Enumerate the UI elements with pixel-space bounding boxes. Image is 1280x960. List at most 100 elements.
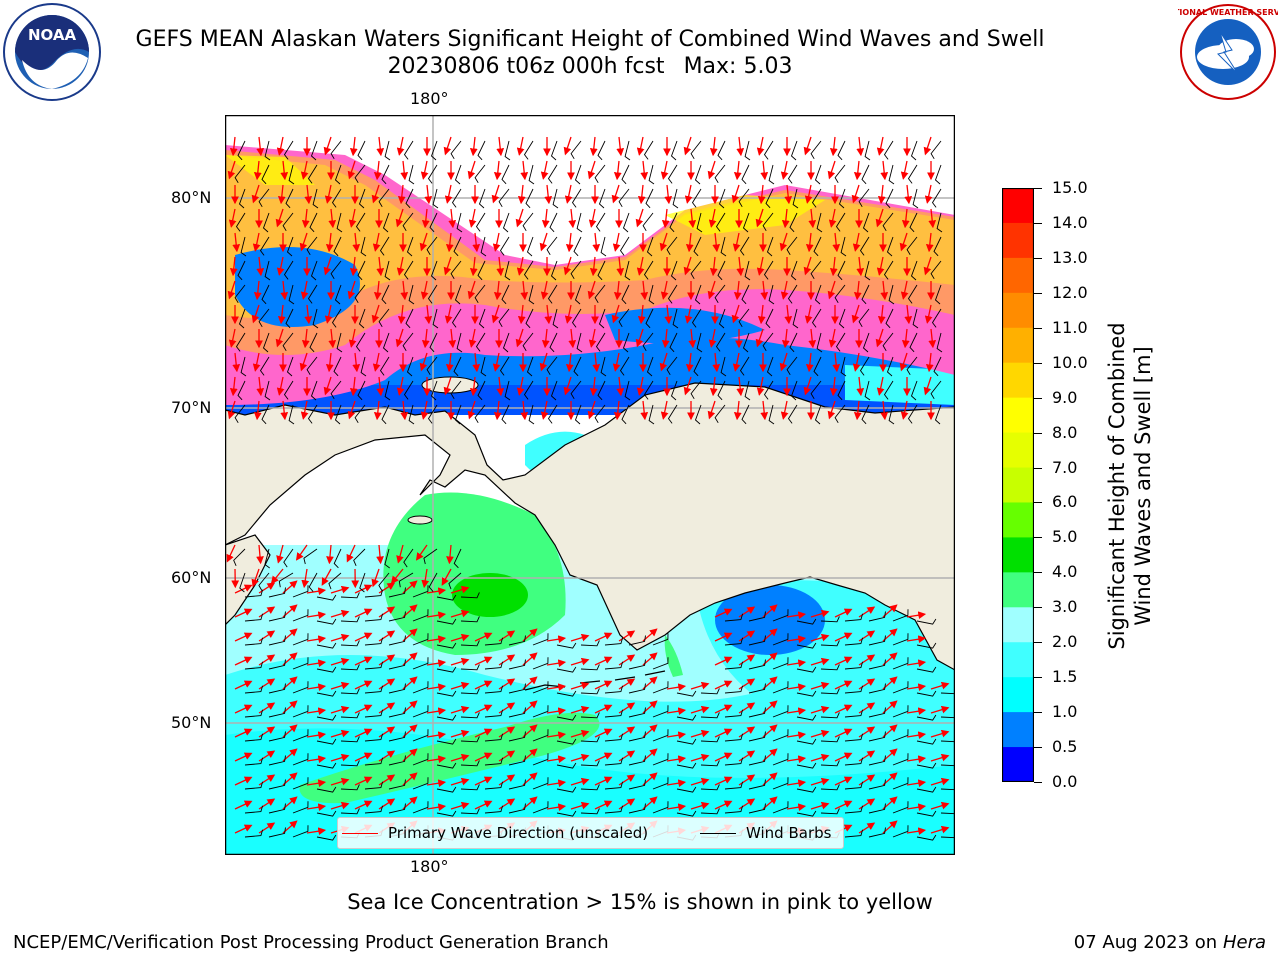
wind-barb <box>796 618 817 625</box>
wind-barb <box>340 712 360 719</box>
wind-barb <box>355 332 366 352</box>
wave-arrow <box>709 376 718 397</box>
wind-barb <box>594 164 606 184</box>
colorbar-cell <box>1002 712 1034 748</box>
wave-arrow <box>664 304 673 325</box>
colorbar-tick-mark <box>1034 572 1042 574</box>
wind-barb <box>933 236 942 257</box>
wind-barb <box>460 640 480 647</box>
wind-barb <box>364 589 384 598</box>
wind-barb <box>787 284 798 304</box>
wave-arrow <box>234 584 253 594</box>
wind-barb <box>379 356 390 376</box>
wind-barb <box>862 332 870 353</box>
wind-barb <box>892 705 909 718</box>
wave-arrow <box>330 633 350 642</box>
wave-arrow <box>354 656 373 666</box>
wave-arrow <box>540 160 549 180</box>
wind-barb <box>742 332 750 353</box>
wind-barb <box>820 664 840 671</box>
wind-barb <box>868 659 886 670</box>
wave-arrow <box>901 208 910 229</box>
colorbar-tick-label: 2.0 <box>1052 632 1078 652</box>
wave-arrow <box>738 702 756 714</box>
wind-barb <box>672 308 679 329</box>
wind-barb <box>331 188 342 208</box>
wave-arrow <box>810 705 830 714</box>
wind-barb <box>334 284 342 305</box>
wind-barb <box>436 810 457 817</box>
wind-barb <box>336 212 343 233</box>
wave-arrow <box>306 707 327 716</box>
wind-barb <box>238 308 246 329</box>
wind-barb <box>748 707 766 718</box>
wind-barb <box>436 642 457 649</box>
wave-arrow <box>666 707 687 716</box>
wind-barb <box>268 731 286 742</box>
wave-arrow <box>544 304 553 325</box>
wind-barb <box>303 548 318 565</box>
wave-arrow <box>757 304 766 325</box>
wind-barb <box>354 164 366 184</box>
wind-barb <box>268 659 286 670</box>
wave-arrow <box>378 750 396 762</box>
wave-arrow <box>834 680 853 690</box>
wave-arrow <box>251 568 260 588</box>
wind-barb <box>239 572 246 593</box>
wave-arrow <box>876 136 885 156</box>
wave-arrow <box>738 726 756 738</box>
wave-arrow <box>234 656 253 666</box>
wind-barb <box>357 260 366 281</box>
wave-arrow <box>924 184 933 204</box>
wind-barb <box>741 404 750 425</box>
wave-arrow <box>443 136 452 156</box>
wave-arrow <box>253 160 262 181</box>
wind-barb <box>868 827 886 838</box>
wind-barb <box>364 613 384 622</box>
wind-barb <box>792 308 799 329</box>
wind-barb <box>456 332 463 353</box>
wind-barb <box>316 666 337 673</box>
gulf-low-wave-area <box>715 585 825 655</box>
wind-barb <box>930 140 942 160</box>
wind-barb <box>234 164 246 184</box>
wind-barb <box>412 609 429 622</box>
wind-barb <box>307 404 318 424</box>
wave-arrow <box>738 774 756 786</box>
wind-barb <box>834 164 846 184</box>
wind-barb <box>816 332 823 353</box>
wave-arrow <box>234 800 253 810</box>
wind-barb <box>838 308 846 329</box>
wind-barb <box>501 404 510 425</box>
wind-barb <box>796 642 817 649</box>
colorbar-tick-label: 9.0 <box>1052 387 1078 407</box>
wind-barb <box>786 356 798 376</box>
wind-barb <box>436 714 457 721</box>
wind-barb <box>652 633 669 646</box>
wind-barb <box>892 609 909 622</box>
wave-arrow <box>851 184 860 204</box>
wind-barb <box>622 212 630 233</box>
wind-barb <box>244 757 264 766</box>
wind-barb <box>484 805 504 814</box>
wind-barb <box>810 260 822 280</box>
wind-barb <box>643 140 654 160</box>
lat-label-70: 70°N <box>171 398 212 417</box>
colorbar-cell <box>1002 188 1034 224</box>
wind-barb <box>940 788 955 791</box>
wave-arrow <box>546 635 567 644</box>
colorbar-tick-mark <box>1034 677 1042 679</box>
wind-barb <box>403 380 414 400</box>
wind-barb <box>594 284 606 304</box>
wind-barb <box>628 683 646 694</box>
wind-barb <box>574 164 582 185</box>
wave-arrow <box>683 136 692 156</box>
wind-barb <box>933 356 942 377</box>
wind-barb <box>292 705 309 718</box>
wave-arrow <box>781 208 790 229</box>
wave-arrow <box>450 705 470 714</box>
wind-barb <box>765 188 774 209</box>
wind-barb <box>624 140 631 161</box>
wave-arrow <box>803 136 812 156</box>
wave-arrow <box>803 376 812 396</box>
